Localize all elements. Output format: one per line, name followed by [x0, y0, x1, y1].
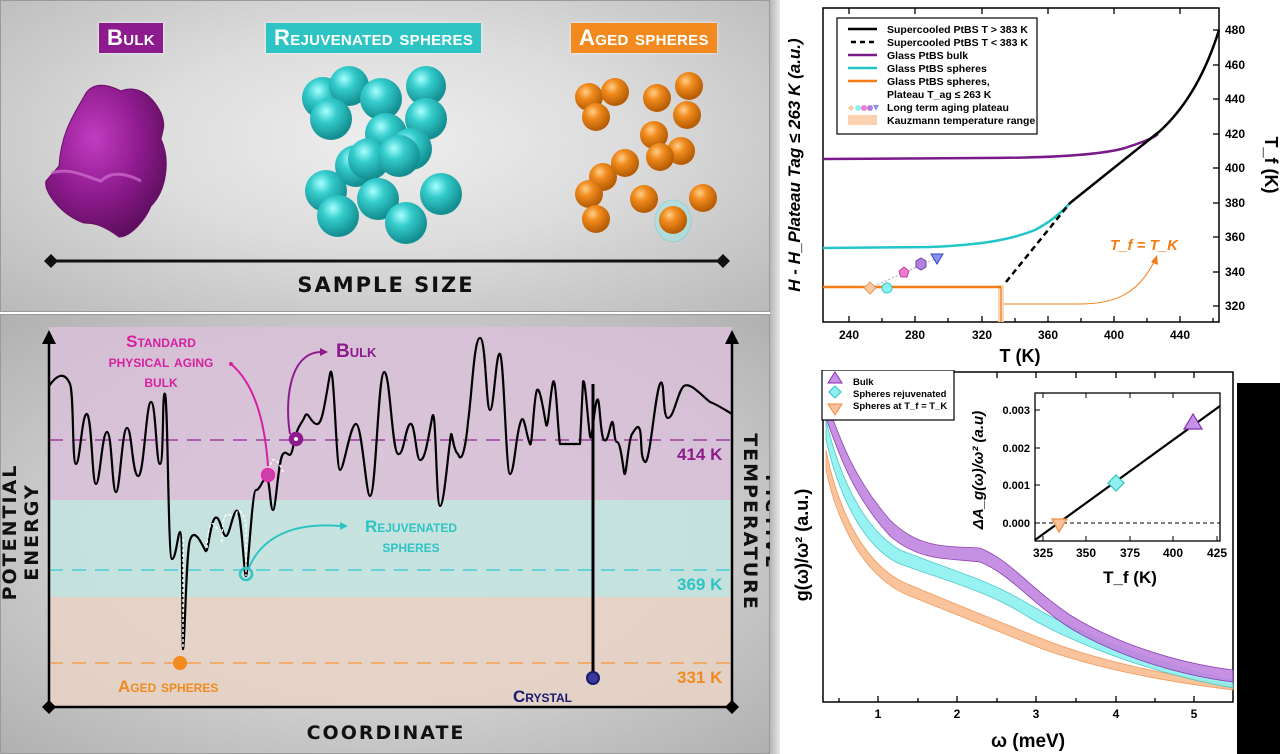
svg-text:400: 400 [1104, 328, 1124, 342]
lower-x-tick-labels: 1 2 3 4 5 [875, 707, 1198, 721]
svg-text:Spheres at T_f = T_K: Spheres at T_f = T_K [853, 401, 947, 412]
bulk-blob-icon [45, 84, 167, 238]
svg-text:Spheres rejuvenated: Spheres rejuvenated [853, 389, 947, 400]
energy-landscape-curve [48, 336, 733, 651]
glass-spheres-curve [822, 202, 1071, 250]
crystal-marker [586, 671, 600, 685]
bulk-series [825, 399, 1234, 683]
svg-text:240: 240 [839, 328, 859, 342]
svg-text:375: 375 [1120, 546, 1140, 560]
svg-text:Supercooled PtBS T > 383 K: Supercooled PtBS T > 383 K [887, 24, 1028, 36]
lower-chart-y-label: g(ω)/ω² (a.u.) [792, 489, 812, 601]
top-chart-x-label: T (K) [1000, 346, 1041, 366]
svg-text:3: 3 [1033, 707, 1040, 721]
standard-aging-marker [260, 467, 276, 483]
aged-spheres-tag: Aged spheres [571, 23, 717, 53]
spheres-rejuvenated-series [825, 419, 1234, 689]
top-chart-legend: Supercooled PtBS T > 383 K Supercooled P… [836, 17, 1038, 135]
bulk-tag: Bulk [99, 23, 163, 53]
supercooled-dashed [1005, 202, 1071, 283]
level-414-label: 414 K [677, 445, 723, 464]
black-region [1237, 383, 1280, 754]
rejuvenated-spheres-marker [238, 566, 254, 582]
rejuvenated-spheres-annotation: Rejuvenated spheres [364, 517, 458, 556]
svg-text:0.000: 0.000 [1002, 518, 1030, 530]
svg-text:425: 425 [1207, 546, 1227, 560]
svg-text:Glass PtBS spheres: Glass PtBS spheres [887, 63, 987, 75]
svg-text:360: 360 [1038, 328, 1058, 342]
svg-text:320: 320 [972, 328, 992, 342]
tf-equals-tk-annotation: T_f = T_K [1110, 237, 1179, 254]
top-chart-y-label: H - H_Plateau Tag ≤ 263 K (a.u.) [785, 38, 804, 292]
svg-text:400: 400 [1225, 161, 1245, 175]
svg-text:0.001: 0.001 [1002, 480, 1030, 492]
svg-text:420: 420 [1225, 127, 1245, 141]
svg-text:1: 1 [875, 707, 882, 721]
svg-text:380: 380 [1225, 196, 1245, 210]
lower-chart-x-label: ω (meV) [991, 731, 1065, 752]
svg-text:Glass PtBS spheres,: Glass PtBS spheres, [887, 76, 990, 88]
svg-text:5: 5 [1191, 707, 1198, 721]
aged-spheres-icon [575, 72, 717, 243]
coordinate-label: COORDINATE [306, 722, 466, 744]
energy-landscape-panel: Standard physical aging bulk Bulk Rejuve… [0, 314, 783, 754]
crystal-annotation: Crystal [513, 687, 572, 706]
sample-size-label: SAMPLE SIZE [297, 273, 475, 297]
x-tick-labels: 240 280 320 360 400 440 [839, 328, 1190, 342]
energy-landscape-diagram [42, 327, 739, 714]
svg-text:400: 400 [1163, 546, 1183, 560]
inset-point-spheres-tk [1050, 518, 1069, 534]
svg-text:Plateau T_ag ≤ 263 K: Plateau T_ag ≤ 263 K [887, 89, 992, 101]
aged-spheres-annotation: Aged spheres [118, 677, 219, 696]
enthalpy-fictive-temperature-chart: 240 280 320 360 400 440 320 340 360 380 … [785, 7, 1280, 366]
standard-aging-label: Standard physical aging bulk [108, 332, 214, 391]
svg-text:460: 460 [1225, 58, 1245, 72]
svg-text:350: 350 [1076, 546, 1096, 560]
inset-point-bulk [1182, 412, 1204, 430]
svg-text:Glass PtBS bulk: Glass PtBS bulk [887, 50, 968, 62]
svg-text:0.003: 0.003 [1002, 405, 1030, 417]
aged-spheres-marker [173, 656, 187, 670]
level-331-label: 331 K [677, 668, 723, 687]
inset-y-label: ΔA_g(ω)/ω² (a.u) [970, 411, 987, 530]
svg-text:Long term aging plateau: Long term aging plateau [887, 102, 1009, 114]
svg-text:2: 2 [954, 707, 961, 721]
right-y-tick-labels: 320 340 360 380 400 420 440 460 480 [1225, 23, 1245, 313]
sample-size-panel: Bulk Rejuvenated spheres Aged spheres [0, 0, 770, 312]
svg-text:Supercooled PtBS T < 383 K: Supercooled PtBS T < 383 K [887, 37, 1028, 49]
svg-text:360: 360 [1225, 230, 1245, 244]
bulk-annotation: Bulk [336, 341, 377, 362]
rejuvenated-spheres-icon [302, 66, 462, 244]
svg-text:480: 480 [1225, 23, 1245, 37]
svg-text:440: 440 [1170, 328, 1190, 342]
svg-text:320: 320 [1225, 299, 1245, 313]
level-369-label: 369 K [677, 575, 723, 594]
svg-text:0.002: 0.002 [1002, 443, 1030, 455]
svg-text:280: 280 [905, 328, 925, 342]
svg-text:Bulk: Bulk [853, 377, 874, 388]
lower-chart-legend: Bulk Spheres rejuvenated Spheres at T_f … [821, 370, 955, 421]
svg-text:440: 440 [1225, 92, 1245, 106]
inset-x-label: T_f (K) [1103, 568, 1157, 587]
svg-text:340: 340 [1225, 265, 1245, 279]
inset-chart: 0.000 0.001 0.002 0.003 325 350 375 400 … [970, 392, 1227, 587]
inset-point-spheres-rejuvenated [1107, 474, 1125, 492]
svg-text:325: 325 [1033, 546, 1053, 560]
vibrational-dos-chart: 1 2 3 4 5 ω (meV) g(ω)/ω² (a.u.) Bulk Sp… [792, 370, 1234, 752]
panel-divider [770, 0, 780, 754]
potential-energy-label: POTENTIAL ENERGY [0, 463, 43, 601]
top-chart-right-y-label: T_f (K) [1261, 137, 1280, 194]
svg-text:4: 4 [1113, 707, 1120, 721]
rejuvenated-spheres-tag: Rejuvenated spheres [266, 23, 482, 53]
sample-size-illustration [44, 66, 730, 268]
svg-text:Kauzmann temperature range: Kauzmann temperature range [887, 115, 1035, 127]
supercooled-solid [1069, 29, 1221, 204]
